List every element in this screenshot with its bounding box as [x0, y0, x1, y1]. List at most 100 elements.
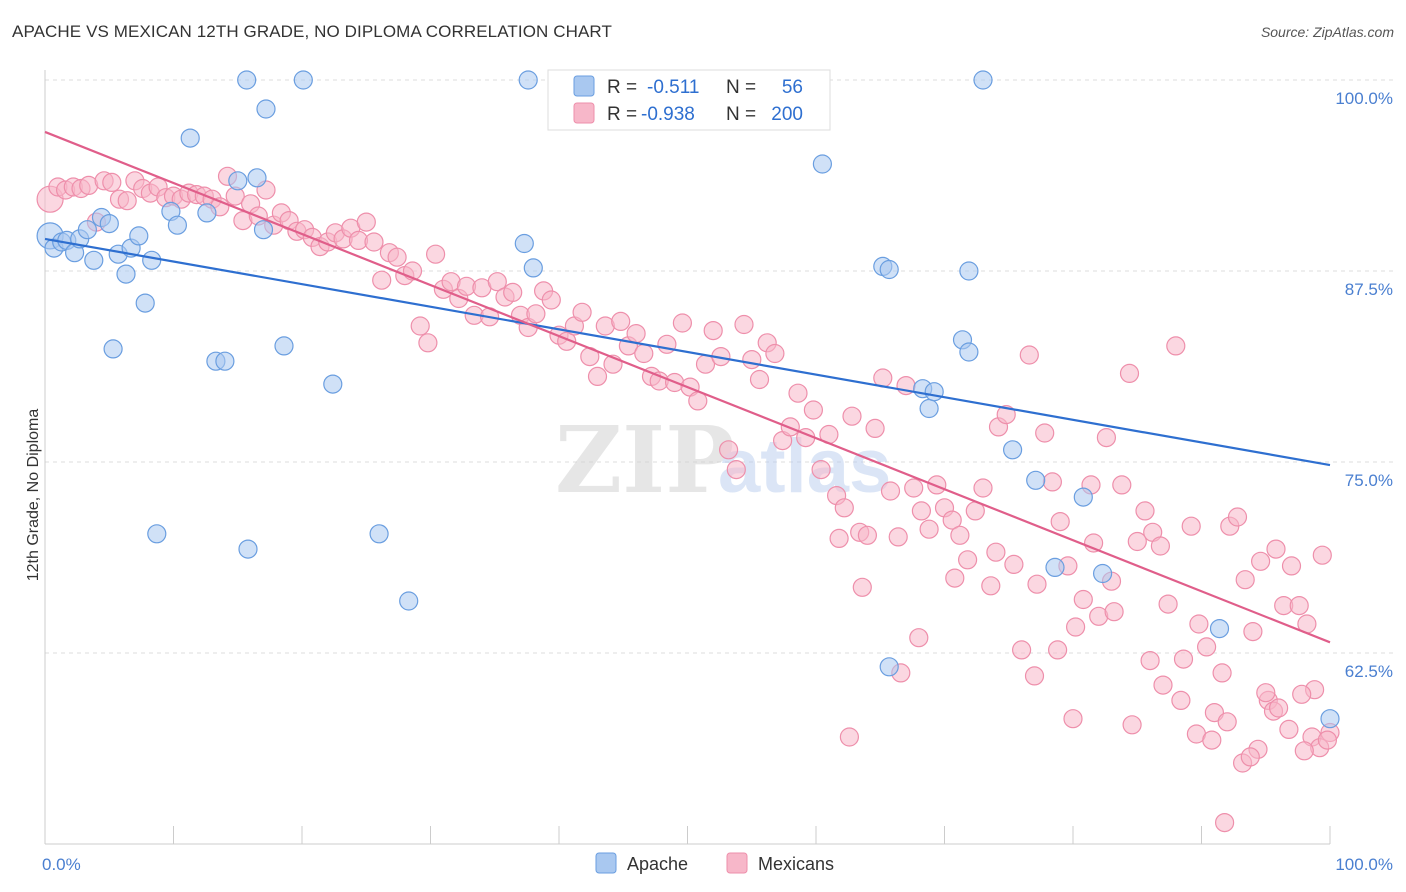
apache-point	[167, 215, 187, 235]
apache-point	[1073, 487, 1093, 507]
mexican-point	[1027, 574, 1047, 594]
mexican-point	[587, 366, 608, 386]
mexican-point	[1024, 666, 1045, 686]
apache-point	[812, 154, 833, 174]
mexican-point	[911, 501, 932, 521]
apache-point	[1045, 557, 1065, 578]
mexican-point	[718, 440, 739, 460]
mexican-point	[981, 576, 1001, 596]
mexican-point	[1212, 663, 1232, 683]
mexican-point	[842, 406, 862, 426]
mexican-point	[1171, 690, 1191, 711]
mexican-point	[1122, 715, 1142, 735]
mexican-point	[1317, 730, 1338, 750]
mexican-point	[996, 405, 1016, 425]
apache-point	[1209, 618, 1230, 639]
series-mexicans	[36, 166, 1340, 833]
mexican-point	[788, 383, 808, 403]
apache-point	[323, 374, 343, 394]
mexican-point	[1196, 637, 1217, 657]
mexican-point	[945, 568, 965, 588]
mexican-point	[1073, 589, 1093, 610]
apache-point	[1026, 470, 1046, 490]
apache-point	[523, 258, 543, 278]
mexican-point	[426, 244, 446, 264]
legend-swatch-apache	[573, 75, 595, 97]
apache-trend-line	[44, 237, 1331, 467]
apache-point	[103, 339, 123, 359]
apache-point	[274, 336, 294, 356]
mexican-point	[734, 314, 754, 335]
y-tick-label: 100.0%	[1335, 89, 1393, 108]
mexican-point	[1235, 570, 1255, 590]
mexican-point	[626, 324, 646, 344]
mexican-point	[742, 350, 762, 370]
mexican-point	[1042, 472, 1063, 492]
legend-bottom-label-mexicans: Mexicans	[758, 854, 834, 874]
mexican-point	[1047, 640, 1068, 660]
apache-point	[256, 99, 276, 119]
mexican-trend-line	[44, 130, 1331, 644]
mexican-point	[611, 311, 631, 331]
mexican-point	[1266, 539, 1286, 559]
mexican-point	[942, 510, 962, 530]
mexican-point	[950, 525, 970, 545]
legend-bottom-swatch-apache	[595, 852, 617, 874]
mexican-point	[865, 418, 885, 438]
legend-apache-n-label: N =	[726, 77, 756, 98]
mexican-point	[1217, 712, 1237, 732]
apache-point	[84, 250, 104, 270]
mexican-point	[1096, 428, 1117, 448]
mexican-point	[927, 475, 947, 495]
apache-point	[369, 524, 389, 544]
mexican-point	[839, 727, 860, 747]
legend-top: R = -0.511 N = 56 R = -0.938 N = 200	[547, 69, 831, 131]
legend-apache-r-label: R =	[607, 77, 637, 98]
mexican-point	[418, 333, 438, 353]
apache-point	[1092, 563, 1113, 584]
mexican-point	[1158, 594, 1178, 614]
mexican-point	[1256, 683, 1276, 703]
mexican-point	[356, 212, 376, 232]
mexican-point	[703, 321, 723, 341]
apache-point	[116, 264, 136, 284]
apache-point	[959, 261, 979, 281]
mexican-point	[1173, 649, 1194, 669]
mexican-point	[102, 172, 122, 192]
apache-point	[142, 250, 162, 270]
mexican-point	[410, 316, 430, 336]
mexican-point	[1104, 602, 1124, 622]
y-tick-labels: 62.5% 75.0% 87.5% 100.0%	[1335, 89, 1393, 681]
mexican-point	[726, 460, 746, 480]
apache-point	[99, 214, 119, 234]
y-tick-label: 87.5%	[1345, 280, 1393, 299]
mexican-point	[364, 232, 384, 252]
mexican-point	[634, 343, 654, 364]
mexican-point	[957, 550, 978, 570]
legend-bottom: Apache Mexicans	[595, 852, 834, 874]
apache-point	[197, 203, 217, 223]
mexican-point	[1004, 554, 1024, 575]
mexican-point	[857, 525, 878, 545]
legend-mexicans-r-label: R =	[607, 104, 637, 125]
mexican-point	[1240, 747, 1260, 767]
mexican-point	[372, 270, 392, 290]
apache-point	[77, 220, 98, 240]
mexican-point	[1214, 812, 1235, 833]
mexican-point	[503, 282, 523, 302]
mexican-point	[811, 460, 831, 480]
apache-point	[1002, 440, 1023, 460]
mexican-point	[1227, 507, 1248, 527]
mexican-point	[1150, 536, 1171, 556]
mexican-point	[657, 334, 677, 354]
mexican-point	[834, 498, 854, 518]
mexican-point	[1202, 730, 1222, 750]
y-tick-label: 62.5%	[1345, 662, 1393, 681]
series-apache	[36, 70, 1340, 729]
mexican-point	[749, 369, 770, 390]
y-tick-label: 75.0%	[1345, 471, 1393, 490]
x-tick-labels: 0.0% 100.0%	[42, 855, 1393, 874]
mexican-point	[487, 272, 507, 292]
apache-point	[129, 226, 149, 246]
